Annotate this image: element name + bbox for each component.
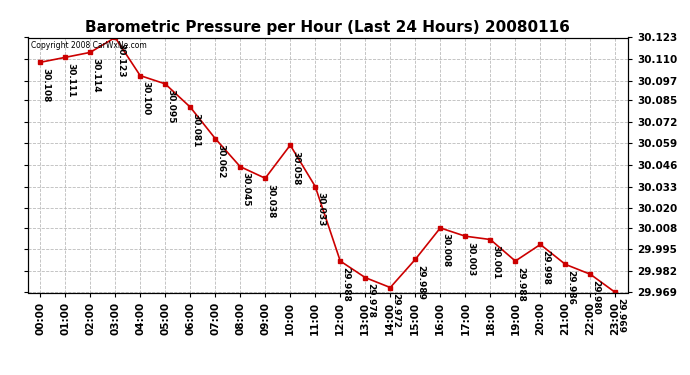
Text: 30.095: 30.095 bbox=[166, 89, 175, 124]
Text: 29.989: 29.989 bbox=[416, 265, 425, 300]
Text: 29.988: 29.988 bbox=[516, 267, 525, 302]
Text: 29.988: 29.988 bbox=[342, 267, 351, 302]
Text: 30.108: 30.108 bbox=[41, 68, 50, 102]
Text: 30.045: 30.045 bbox=[241, 172, 250, 207]
Text: 29.998: 29.998 bbox=[542, 250, 551, 285]
Text: 29.986: 29.986 bbox=[566, 270, 575, 305]
Title: Barometric Pressure per Hour (Last 24 Hours) 20080116: Barometric Pressure per Hour (Last 24 Ho… bbox=[86, 20, 570, 35]
Text: 29.980: 29.980 bbox=[591, 280, 600, 315]
Text: 30.114: 30.114 bbox=[91, 58, 100, 93]
Text: 30.001: 30.001 bbox=[491, 245, 500, 279]
Text: 30.100: 30.100 bbox=[141, 81, 150, 116]
Text: 30.033: 30.033 bbox=[316, 192, 325, 226]
Text: 30.062: 30.062 bbox=[216, 144, 225, 178]
Text: 30.008: 30.008 bbox=[442, 234, 451, 268]
Text: 30.038: 30.038 bbox=[266, 184, 275, 218]
Text: 30.111: 30.111 bbox=[66, 63, 75, 98]
Text: 30.003: 30.003 bbox=[466, 242, 475, 276]
Text: 30.081: 30.081 bbox=[191, 112, 200, 147]
Text: 30.058: 30.058 bbox=[291, 151, 300, 185]
Text: 30.123: 30.123 bbox=[116, 43, 125, 78]
Text: 29.972: 29.972 bbox=[391, 293, 400, 328]
Text: 29.969: 29.969 bbox=[616, 298, 625, 333]
Text: 29.978: 29.978 bbox=[366, 283, 375, 318]
Text: Copyright 2008 CarWxNe.com: Copyright 2008 CarWxNe.com bbox=[30, 41, 146, 50]
